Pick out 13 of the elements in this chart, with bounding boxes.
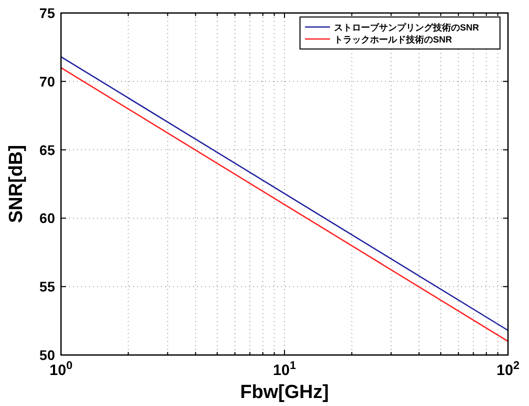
y-tick-label: 60 [39,210,56,226]
y-axis-title: SNR[dB] [6,144,27,224]
legend-label: トラックホールド技術のSNR [334,34,452,44]
x-tick-label: 10$^{2}$ [496,360,520,379]
y-tick-label: 55 [39,278,56,295]
x-tick-label: 10$^{0}$ [50,360,72,379]
y-tick-label: 65 [39,142,56,158]
x-axis-title: Fbw[GHz] [240,382,329,403]
y-tick-label: 50 [39,347,56,363]
y-tick-label: 70 [39,73,56,90]
y-tick-label: 75 [39,5,56,21]
x-tick-label: 10$^{1}$ [273,360,296,379]
legend-label: ストローブサンプリング技術のSNR [334,22,480,32]
